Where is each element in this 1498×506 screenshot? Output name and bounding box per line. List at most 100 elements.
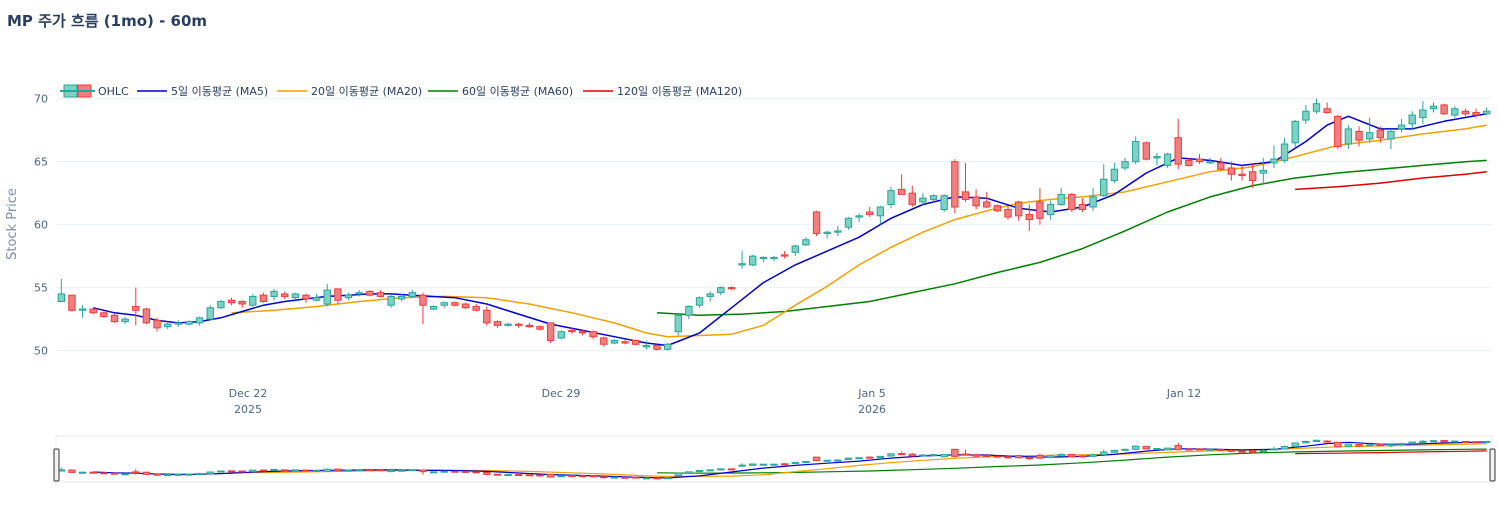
candlestick[interactable]	[1419, 101, 1427, 124]
mini-candlestick[interactable]	[344, 469, 353, 472]
mini-candlestick[interactable]	[121, 473, 129, 476]
candlestick[interactable]	[1195, 154, 1204, 165]
candlestick[interactable]	[174, 320, 183, 327]
candlestick[interactable]	[291, 292, 300, 301]
candlestick[interactable]	[1153, 152, 1161, 166]
candlestick[interactable]	[1365, 117, 1374, 143]
mini-candlestick[interactable]	[812, 456, 821, 461]
range-handle-right[interactable]	[1489, 448, 1496, 482]
mini-candlestick[interactable]	[791, 461, 799, 464]
mini-candlestick[interactable]	[515, 474, 523, 477]
mini-candlestick[interactable]	[387, 469, 395, 473]
mini-candlestick[interactable]	[536, 474, 544, 477]
mini-candlestick[interactable]	[1482, 440, 1491, 443]
mini-candlestick[interactable]	[1397, 442, 1406, 446]
mini-candlestick[interactable]	[493, 473, 502, 476]
candlestick[interactable]	[483, 306, 491, 326]
candlestick[interactable]	[355, 290, 363, 297]
mini-candlestick[interactable]	[961, 449, 970, 456]
mini-candlestick[interactable]	[227, 470, 236, 473]
candlestick[interactable]	[1068, 193, 1076, 213]
candlestick[interactable]	[993, 204, 1002, 213]
candlestick[interactable]	[1025, 204, 1033, 231]
candlestick[interactable]	[770, 256, 778, 262]
mini-candlestick[interactable]	[802, 460, 810, 463]
mini-candlestick[interactable]	[291, 469, 300, 472]
mini-candlestick[interactable]	[983, 454, 991, 458]
candlestick[interactable]	[557, 330, 565, 340]
candlestick[interactable]	[440, 301, 448, 308]
mini-candlestick[interactable]	[238, 470, 246, 473]
candlestick[interactable]	[451, 301, 459, 307]
candlestick[interactable]	[1291, 120, 1299, 148]
mini-candlestick[interactable]	[876, 455, 885, 460]
mini-candlestick[interactable]	[1440, 440, 1448, 443]
mini-candlestick[interactable]	[1238, 449, 1246, 453]
mini-candlestick[interactable]	[429, 471, 438, 474]
mini-candlestick[interactable]	[334, 468, 342, 472]
candlestick[interactable]	[1121, 157, 1129, 171]
range-slider[interactable]	[53, 435, 1496, 483]
candlestick[interactable]	[1334, 115, 1342, 150]
mini-candlestick[interactable]	[1068, 453, 1076, 458]
mini-candlestick[interactable]	[1057, 453, 1065, 457]
mini-candlestick[interactable]	[1312, 439, 1321, 442]
mini-candlestick[interactable]	[419, 469, 427, 475]
mini-candlestick[interactable]	[1429, 440, 1438, 443]
candlestick[interactable]	[461, 302, 470, 310]
candlestick[interactable]	[1482, 107, 1491, 116]
candlestick[interactable]	[759, 256, 768, 263]
candlestick[interactable]	[706, 291, 714, 302]
mini-candlestick[interactable]	[217, 470, 225, 473]
mini-candlestick[interactable]	[323, 468, 331, 472]
candlestick[interactable]	[1429, 102, 1438, 113]
candlestick[interactable]	[600, 336, 608, 347]
candlestick[interactable]	[717, 286, 725, 296]
candlestick[interactable]	[834, 225, 842, 236]
candlestick[interactable]	[1014, 200, 1023, 221]
mini-candlestick[interactable]	[1344, 443, 1353, 448]
mini-candlestick[interactable]	[451, 470, 459, 473]
mini-candlestick[interactable]	[376, 469, 385, 472]
mini-candlestick[interactable]	[1419, 439, 1427, 444]
candlestick[interactable]	[217, 300, 225, 310]
candlestick[interactable]	[951, 159, 959, 214]
candlestick[interactable]	[206, 305, 214, 321]
candlestick[interactable]	[653, 344, 661, 351]
mini-candlestick[interactable]	[621, 476, 629, 479]
candlestick[interactable]	[515, 322, 523, 328]
candlestick[interactable]	[1397, 118, 1406, 133]
candlestick[interactable]	[674, 312, 682, 336]
candlestick[interactable]	[504, 322, 512, 327]
mini-candlestick[interactable]	[717, 468, 725, 471]
candlestick[interactable]	[1248, 162, 1257, 189]
candlestick[interactable]	[185, 320, 193, 326]
mini-candlestick[interactable]	[897, 451, 906, 456]
mini-candlestick[interactable]	[185, 473, 193, 476]
candlestick[interactable]	[249, 293, 257, 307]
candlestick[interactable]	[142, 307, 151, 325]
mini-candlestick[interactable]	[568, 475, 576, 478]
mini-candlestick[interactable]	[1206, 448, 1214, 451]
mini-candlestick[interactable]	[1163, 447, 1172, 451]
candlestick[interactable]	[302, 293, 310, 303]
candlestick[interactable]	[1036, 188, 1044, 225]
mini-candlestick[interactable]	[887, 453, 895, 457]
candlestick[interactable]	[1461, 108, 1470, 117]
mini-candlestick[interactable]	[578, 475, 587, 478]
mini-candlestick[interactable]	[1036, 453, 1044, 460]
candlestick[interactable]	[908, 185, 916, 207]
candlestick[interactable]	[866, 206, 874, 218]
candlestick[interactable]	[259, 292, 268, 303]
mini-candlestick[interactable]	[993, 455, 1002, 458]
candlestick[interactable]	[68, 294, 76, 312]
mini-candlestick[interactable]	[366, 468, 374, 471]
candlestick[interactable]	[621, 339, 629, 345]
mini-candlestick[interactable]	[1131, 445, 1140, 450]
mini-candlestick[interactable]	[398, 469, 406, 472]
legend[interactable]: OHLC 5일 이동평균 (MA5) 20일 이동평균 (MA20) 60일 이동평균…	[60, 84, 742, 98]
candlestick[interactable]	[568, 327, 576, 335]
candlestick[interactable]	[110, 314, 119, 323]
mini-candlestick[interactable]	[706, 469, 714, 472]
mini-candlestick[interactable]	[1259, 448, 1267, 453]
